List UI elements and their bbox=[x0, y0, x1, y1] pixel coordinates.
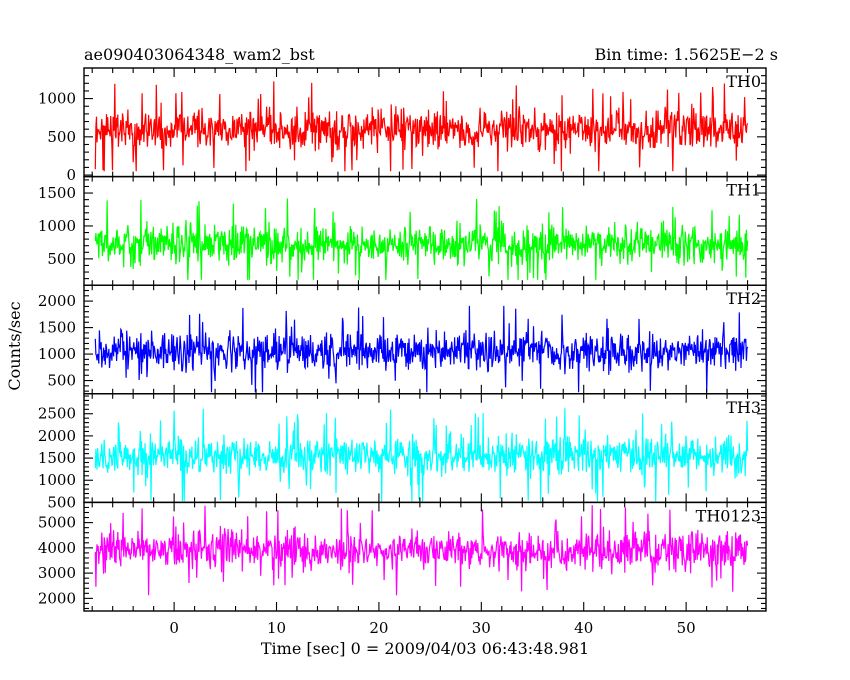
x-tick-label: 0 bbox=[169, 619, 179, 637]
y-tick-label-th1: 1000 bbox=[38, 217, 76, 235]
y-axis-label: Counts/sec bbox=[5, 301, 24, 390]
y-tick-label-th0: 500 bbox=[47, 128, 76, 146]
x-tick-label: 40 bbox=[574, 619, 593, 637]
y-tick-label-th0123: 5000 bbox=[38, 514, 76, 532]
y-tick-label-th1: 500 bbox=[47, 250, 76, 268]
y-tick-label-th0123: 2000 bbox=[38, 589, 76, 607]
y-tick-label-th2: 2000 bbox=[38, 292, 76, 310]
panel-frame-th2 bbox=[83, 284, 767, 395]
y-tick-label-th1: 1500 bbox=[38, 184, 76, 202]
panel-frame-th0123 bbox=[83, 501, 767, 612]
y-tick-label-th2: 1500 bbox=[38, 319, 76, 337]
series-line-th2 bbox=[94, 305, 749, 393]
series-line-th0 bbox=[94, 81, 749, 172]
y-tick-label-th3: 1500 bbox=[38, 449, 76, 467]
y-tick-label-th0: 1000 bbox=[38, 90, 76, 108]
x-axis-label: Time [sec] 0 = 2009/04/03 06:43:48.981 bbox=[261, 639, 589, 658]
y-tick-label-th3: 2000 bbox=[38, 427, 76, 445]
panel-name-th1: TH1 bbox=[726, 181, 761, 200]
y-tick-label-th3: 1000 bbox=[38, 471, 76, 489]
y-tick-label-th2: 500 bbox=[47, 372, 76, 390]
y-tick-label-th3: 500 bbox=[47, 493, 76, 511]
panel-name-th3: TH3 bbox=[726, 398, 761, 417]
figure-title: ae090403064348_wam2_bst bbox=[84, 45, 315, 64]
panel-name-th2: TH2 bbox=[726, 289, 761, 308]
y-tick-label-th0123: 3000 bbox=[38, 564, 76, 582]
y-tick-label-th0123: 4000 bbox=[38, 539, 76, 557]
x-tick-label: 20 bbox=[369, 619, 388, 637]
series-line-th1 bbox=[94, 198, 749, 280]
y-tick-label-th2: 1000 bbox=[38, 345, 76, 363]
panel-name-th0: TH0 bbox=[726, 72, 761, 91]
x-tick-label: 10 bbox=[267, 619, 286, 637]
x-tick-label: 30 bbox=[472, 619, 491, 637]
series-line-th0123 bbox=[94, 505, 749, 596]
bin-time-label: Bin time: 1.5625E−2 s bbox=[595, 45, 778, 64]
series-line-th3 bbox=[94, 408, 749, 502]
y-tick-label-th0: 0 bbox=[66, 166, 76, 184]
x-tick-label: 50 bbox=[677, 619, 696, 637]
y-tick-label-th3: 2500 bbox=[38, 405, 76, 423]
panel-name-th0123: TH0123 bbox=[696, 506, 761, 525]
